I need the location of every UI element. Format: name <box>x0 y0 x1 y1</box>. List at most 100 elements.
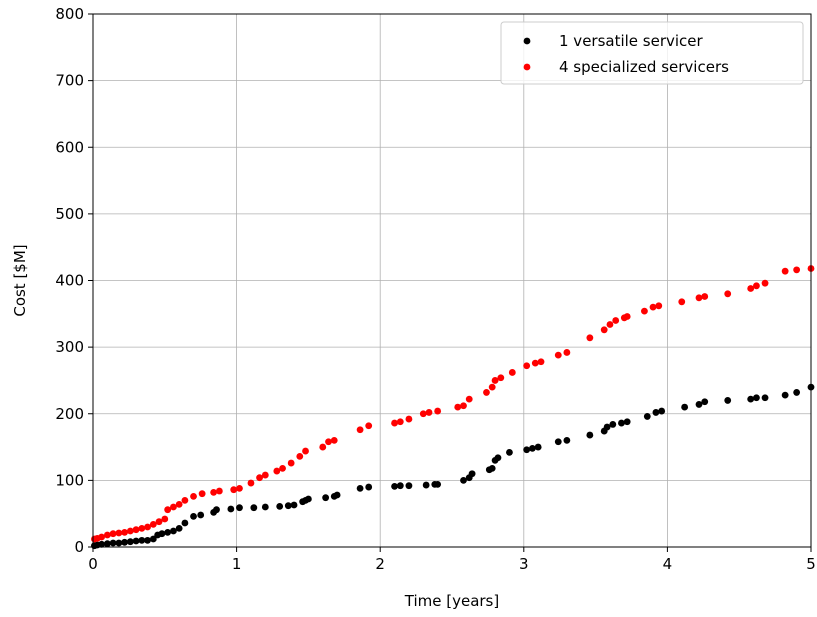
versatile-point <box>681 403 689 411</box>
versatile-point <box>144 536 151 544</box>
specialized-point <box>126 527 134 535</box>
specialized-point <box>701 293 709 300</box>
versatile-point <box>365 483 373 491</box>
specialized-point <box>356 426 364 434</box>
x-tick-label: 3 <box>519 555 529 573</box>
versatile-point <box>623 418 631 426</box>
versatile-point <box>290 501 298 509</box>
y-tick-label: 700 <box>55 72 84 90</box>
versatile-point <box>460 476 467 484</box>
versatile-point <box>761 394 769 402</box>
versatile-point <box>149 535 157 543</box>
specialized-point <box>164 506 172 514</box>
specialized-point <box>247 479 255 487</box>
specialized-point <box>161 515 169 523</box>
versatile-point <box>405 482 413 490</box>
y-tick-label: 400 <box>55 272 84 290</box>
specialized-point <box>537 358 545 366</box>
versatile-point <box>488 464 496 472</box>
specialized-point <box>425 409 433 416</box>
specialized-point <box>391 419 398 427</box>
versatile-point <box>468 470 476 478</box>
versatile-point <box>121 538 128 546</box>
versatile-point <box>126 538 134 546</box>
versatile-point <box>658 407 666 415</box>
y-tick-label: 0 <box>74 538 84 556</box>
versatile-point <box>227 505 235 513</box>
specialized-point <box>460 402 467 410</box>
y-tick-label: 300 <box>55 338 84 356</box>
versatile-point <box>494 454 502 462</box>
specialized-point <box>155 518 163 526</box>
versatile-point <box>164 528 172 536</box>
specialized-point <box>98 533 106 541</box>
versatile-point <box>529 444 536 452</box>
versatile-point <box>701 398 709 406</box>
versatile-point <box>695 401 703 408</box>
specialized-point <box>678 298 686 306</box>
specialized-point <box>138 524 146 532</box>
data-points <box>91 265 815 550</box>
specialized-point <box>434 407 442 415</box>
versatile-point <box>391 482 398 490</box>
specialized-point <box>121 528 128 536</box>
specialized-point <box>132 526 140 534</box>
specialized-point <box>170 503 177 511</box>
specialized-point <box>273 467 281 475</box>
versatile-point <box>175 524 183 532</box>
legend-label-versatile: 1 versatile servicer <box>559 32 704 50</box>
specialized-point <box>190 492 197 500</box>
versatile-point <box>781 391 789 399</box>
x-tick-label: 5 <box>806 555 816 573</box>
versatile-point <box>422 481 430 489</box>
specialized-point <box>623 313 631 320</box>
specialized-point <box>488 383 496 391</box>
specialized-point <box>198 490 206 498</box>
versatile-point <box>554 438 562 446</box>
specialized-point <box>261 471 269 479</box>
specialized-point <box>793 266 801 274</box>
y-tick-label: 600 <box>55 138 84 156</box>
specialized-point <box>724 290 732 298</box>
y-axis-label: Cost [$M] <box>11 244 29 316</box>
versatile-point <box>586 431 594 439</box>
versatile-point <box>793 389 801 396</box>
legend-label-specialized: 4 specialized servicers <box>559 58 729 76</box>
specialized-point <box>641 307 648 315</box>
specialized-point <box>655 302 663 310</box>
specialized-point <box>497 374 505 382</box>
versatile-point <box>213 506 220 514</box>
versatile-point <box>322 494 330 502</box>
specialized-point <box>396 418 404 426</box>
versatile-point <box>724 397 732 404</box>
y-tick-label: 100 <box>55 471 84 489</box>
versatile-point <box>506 448 513 456</box>
legend-marker-versatile <box>523 37 531 45</box>
specialized-point <box>612 317 620 324</box>
versatile-point <box>652 409 660 416</box>
versatile-point <box>170 527 177 535</box>
versatile-point <box>523 446 531 454</box>
specialized-point <box>761 279 769 287</box>
versatile-point <box>103 540 111 548</box>
specialized-point <box>531 359 539 367</box>
versatile-point <box>284 502 292 510</box>
versatile-point <box>747 395 755 403</box>
specialized-point <box>230 486 238 494</box>
versatile-point <box>618 419 625 427</box>
axis-ticks: 0 1 2 3 4 5 0 100 200 300 400 500 600 700 800 <box>55 5 815 573</box>
specialized-point <box>747 285 755 292</box>
x-tick-label: 2 <box>375 555 385 573</box>
x-tick-label: 4 <box>663 555 673 573</box>
specialized-point <box>296 452 304 460</box>
versatile-point <box>434 480 442 488</box>
versatile-point <box>190 512 197 520</box>
versatile-point <box>276 502 284 510</box>
versatile-point <box>643 413 651 420</box>
legend-marker-specialized <box>523 63 531 71</box>
specialized-point <box>483 389 490 396</box>
specialized-point <box>600 326 608 334</box>
versatile-point <box>250 504 258 512</box>
specialized-point <box>649 303 657 311</box>
